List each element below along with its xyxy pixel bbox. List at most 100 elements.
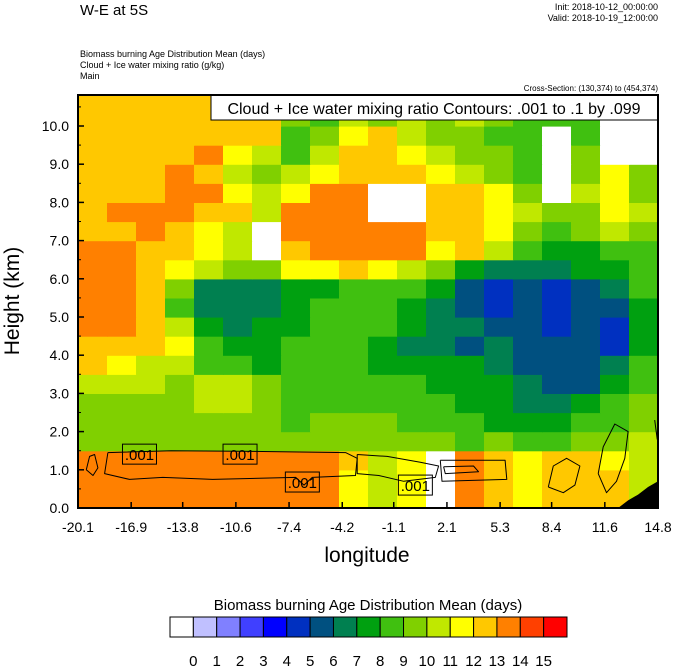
heatmap-cell [78, 278, 108, 299]
colorbar-label: 2 [236, 653, 244, 667]
heatmap-cell [78, 336, 108, 356]
heatmap-cell [165, 221, 195, 242]
heatmap-cell [397, 164, 427, 184]
heatmap-cell [78, 240, 108, 261]
heatmap-cell [629, 278, 659, 299]
heatmap-cell [542, 145, 572, 165]
heatmap-cell [252, 183, 282, 203]
colorbar-swatch [239, 616, 264, 638]
heatmap-cell [252, 202, 282, 223]
heatmap-cell [542, 259, 572, 280]
heatmap-cell [281, 393, 311, 414]
heatmap-cell [252, 278, 282, 299]
heatmap-cell [310, 202, 340, 223]
heatmap-cell [194, 126, 224, 146]
heatmap-cell [107, 336, 137, 356]
heatmap-cell [339, 393, 369, 414]
heatmap-cell [165, 374, 195, 394]
heatmap-cell [223, 469, 253, 490]
heatmap-cell [78, 126, 108, 146]
heatmap-cell [484, 431, 514, 452]
heatmap-cell [455, 145, 485, 165]
heatmap-cell [194, 355, 224, 375]
heatmap-cell [571, 297, 601, 318]
heatmap-cell [600, 297, 630, 318]
heatmap-cell [339, 221, 369, 242]
contour-legend-box [210, 94, 659, 121]
y-tick-label: 5.0 [50, 309, 70, 325]
heatmap-cell [165, 355, 195, 375]
heatmap-cell [194, 431, 224, 452]
y-tick-label: 10.0 [42, 118, 69, 134]
heatmap-cell [600, 221, 630, 242]
heatmap-cell [455, 297, 485, 318]
heatmap-cell [397, 317, 427, 337]
heatmap-cell [513, 336, 543, 356]
heatmap-cell [426, 183, 456, 203]
heatmap-cell [136, 202, 166, 223]
heatmap-cell [107, 164, 137, 184]
y-tick-label: 6.0 [50, 271, 70, 287]
heatmap-cell [223, 450, 253, 471]
colorbar-swatch [216, 616, 241, 638]
heatmap-cell [397, 221, 427, 242]
y-tick-label: 7.0 [50, 233, 70, 249]
heatmap-cell [455, 164, 485, 184]
heatmap-cell [252, 164, 282, 184]
colorbar-title: Biomass burning Age Distribution Mean (d… [214, 597, 522, 614]
heatmap-cell [339, 259, 369, 280]
heatmap-cell [136, 450, 166, 471]
cross-section-label: Cross-Section: (130,374) to (454,374) [524, 84, 659, 93]
heatmap-cell [513, 374, 543, 394]
heatmap-cell [78, 164, 108, 184]
heatmap-cell [629, 145, 659, 165]
heatmap-cell [78, 393, 108, 414]
heatmap-cell [78, 297, 108, 318]
heatmap-cell [194, 202, 224, 223]
heatmap-cell [513, 317, 543, 337]
heatmap-cell [600, 355, 630, 375]
heatmap-cell [600, 317, 630, 337]
x-tick-label: -10.6 [220, 519, 252, 535]
contour-line [443, 465, 479, 475]
heatmap-cell [542, 374, 572, 394]
contour-label-box [284, 471, 320, 493]
heatmap-cell [426, 336, 456, 356]
heatmap-cell [310, 278, 340, 299]
heatmap-cell [107, 469, 137, 490]
heatmap-cell [484, 355, 514, 375]
colorbar-label: 4 [283, 653, 291, 667]
heatmap-cell [107, 183, 137, 203]
heatmap-cell [310, 450, 340, 471]
heatmap-cell [397, 278, 427, 299]
heatmap-cell [426, 278, 456, 299]
heatmap-cell [542, 317, 572, 337]
colorbar-label: 13 [489, 653, 506, 667]
heatmap-cell [571, 412, 601, 433]
heatmap-cell [194, 317, 224, 337]
heatmap-cell [368, 317, 398, 337]
colorbar-label: 9 [399, 653, 407, 667]
plot-title: W-E at 5S [80, 2, 148, 19]
colorbar-label: 5 [306, 653, 314, 667]
contour-lines [85, 412, 659, 494]
heatmap-cell [513, 145, 543, 165]
heatmap-cell [78, 221, 108, 242]
heatmap-cell [484, 221, 514, 242]
field-label-3: Main [80, 71, 100, 81]
heatmap-cell [513, 221, 543, 242]
heatmap-cell [455, 393, 485, 414]
heatmap-cell [397, 126, 427, 146]
heatmap-cell [397, 355, 427, 375]
heatmap-cell [136, 469, 166, 490]
heatmap-cell [78, 145, 108, 165]
heatmap-cell [426, 126, 456, 146]
heatmap-cell [629, 469, 659, 490]
heatmap-cell [397, 488, 427, 509]
heatmap-cell [397, 431, 427, 452]
heatmap-cell [629, 336, 659, 356]
heatmap-cell [368, 221, 398, 242]
contour-line [85, 454, 99, 476]
heatmap-cell [368, 393, 398, 414]
heatmap-cell [107, 240, 137, 261]
